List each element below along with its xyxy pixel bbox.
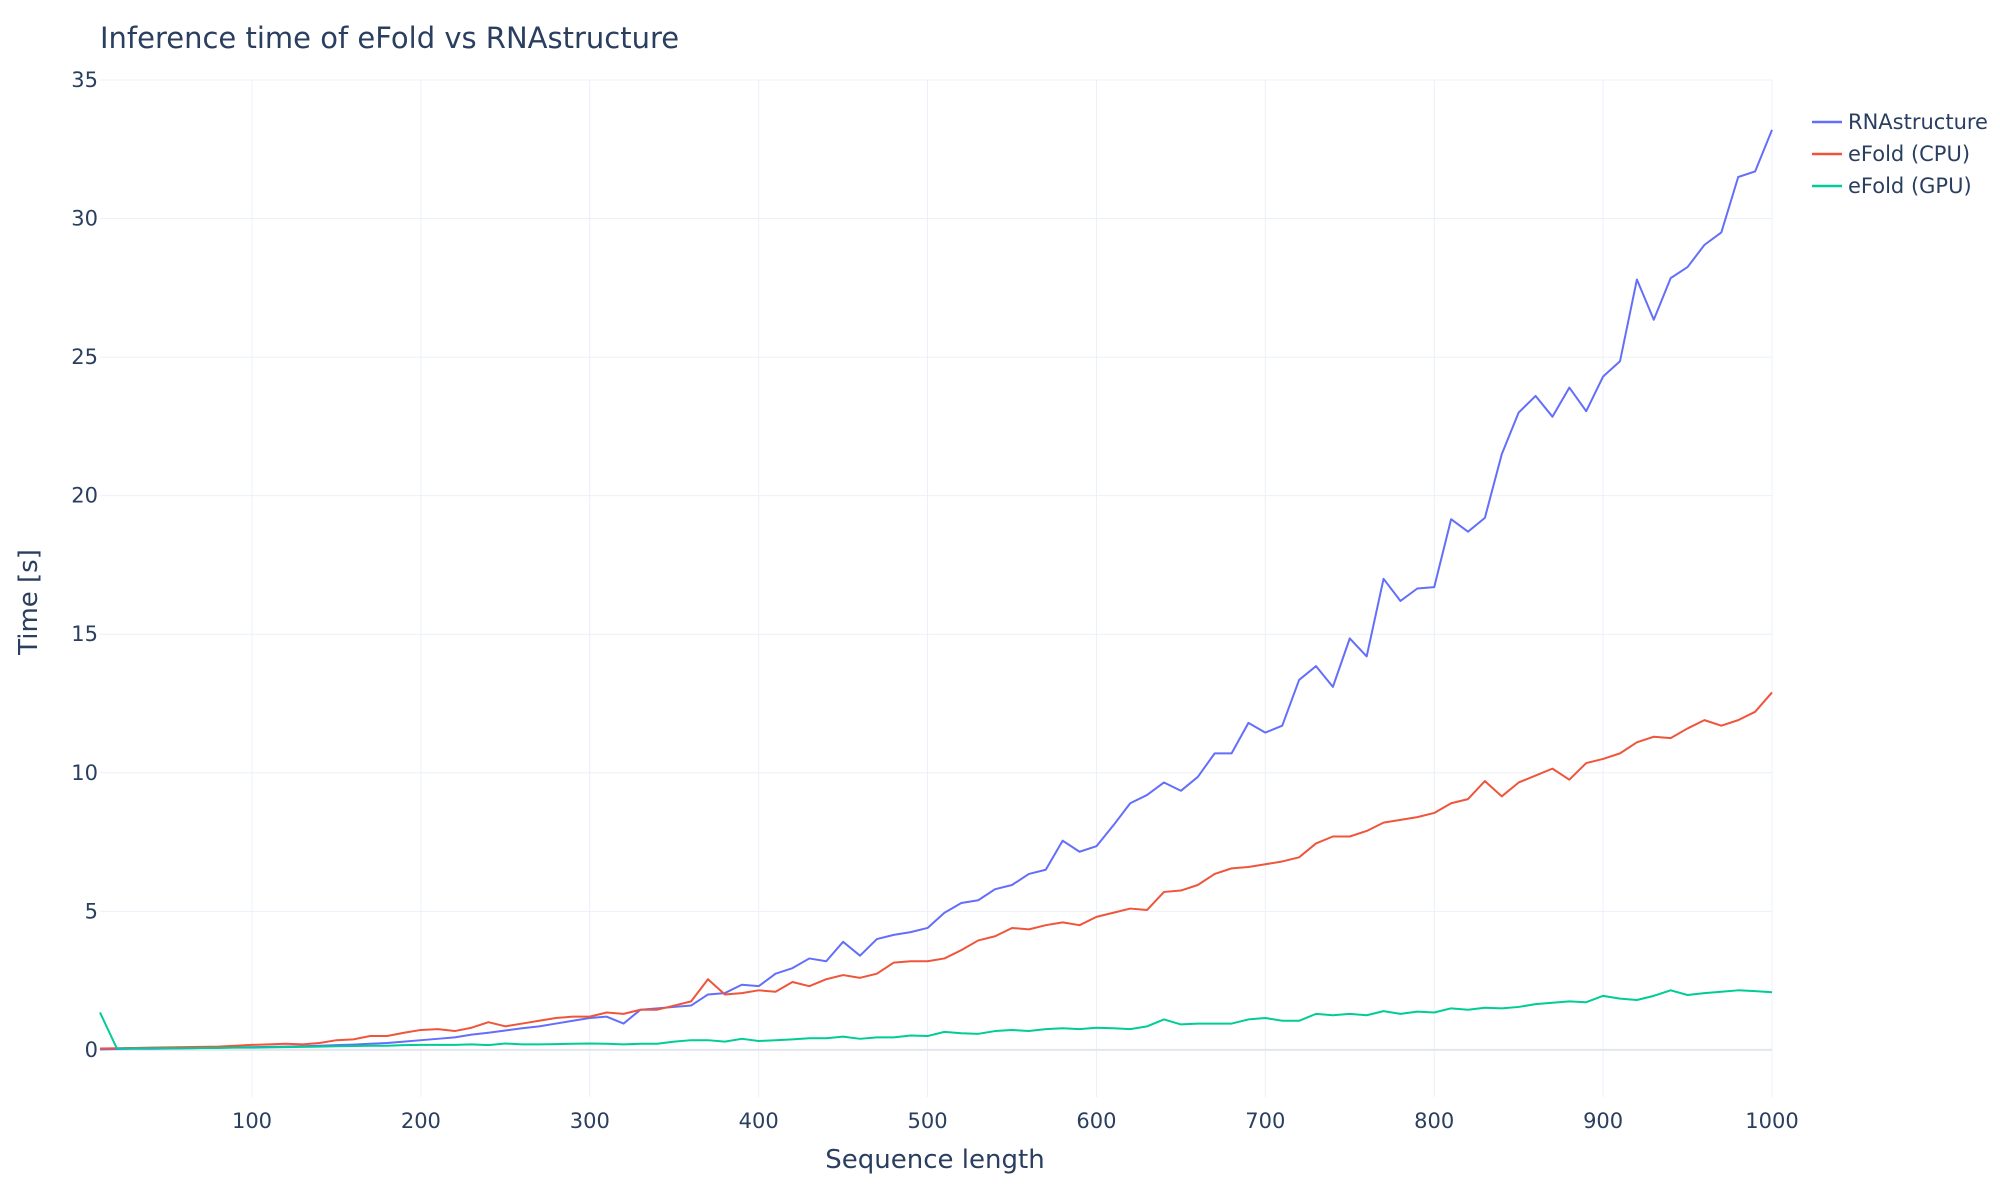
x-tick-label: 700 — [1245, 1109, 1285, 1133]
legend-item-1[interactable]: eFold (CPU) — [1812, 142, 1970, 166]
legend-label: eFold (CPU) — [1848, 142, 1970, 166]
y-tick-label: 5 — [85, 899, 98, 923]
x-tick-label: 100 — [232, 1109, 272, 1133]
x-tick-label: 300 — [570, 1109, 610, 1133]
x-tick-label: 1000 — [1745, 1109, 1798, 1133]
legend[interactable]: RNAstructure eFold (CPU) eFold (GPU) — [1812, 110, 1988, 198]
chart-title: Inference time of eFold vs RNAstructure — [100, 21, 679, 55]
x-tick-label: 900 — [1583, 1109, 1623, 1133]
legend-item-2[interactable]: eFold (GPU) — [1812, 174, 1972, 198]
x-tick-label: 600 — [1076, 1109, 1116, 1133]
legend-item-0[interactable]: RNAstructure — [1812, 110, 1988, 134]
y-tick-label: 35 — [71, 68, 98, 92]
series-line-1 — [99, 691, 1773, 1050]
gridlines — [100, 79, 1773, 1097]
legend-label: RNAstructure — [1848, 110, 1988, 134]
x-tick-label: 200 — [401, 1109, 441, 1133]
y-tick-label: 0 — [85, 1038, 98, 1062]
y-tick-label: 30 — [71, 207, 98, 231]
y-tick-label: 15 — [71, 622, 98, 646]
y-axis-title: Time [s] — [14, 549, 44, 656]
y-tick-label: 10 — [71, 761, 98, 785]
x-axis-ticks: 100 200 300 400 500 600 700 800 900 1000 — [232, 1109, 1799, 1133]
legend-label: eFold (GPU) — [1848, 174, 1972, 198]
x-axis-title: Sequence length — [825, 1145, 1044, 1175]
series-lines — [99, 129, 1773, 1051]
x-tick-label: 500 — [908, 1109, 948, 1133]
x-tick-label: 800 — [1414, 1109, 1454, 1133]
x-tick-label: 400 — [739, 1109, 779, 1133]
y-tick-label: 20 — [71, 484, 98, 508]
y-tick-label: 25 — [71, 345, 98, 369]
y-axis-ticks: 0 5 10 15 20 25 30 35 — [71, 68, 98, 1062]
series-line-0 — [99, 129, 1773, 1051]
series-line-2 — [99, 989, 1773, 1050]
